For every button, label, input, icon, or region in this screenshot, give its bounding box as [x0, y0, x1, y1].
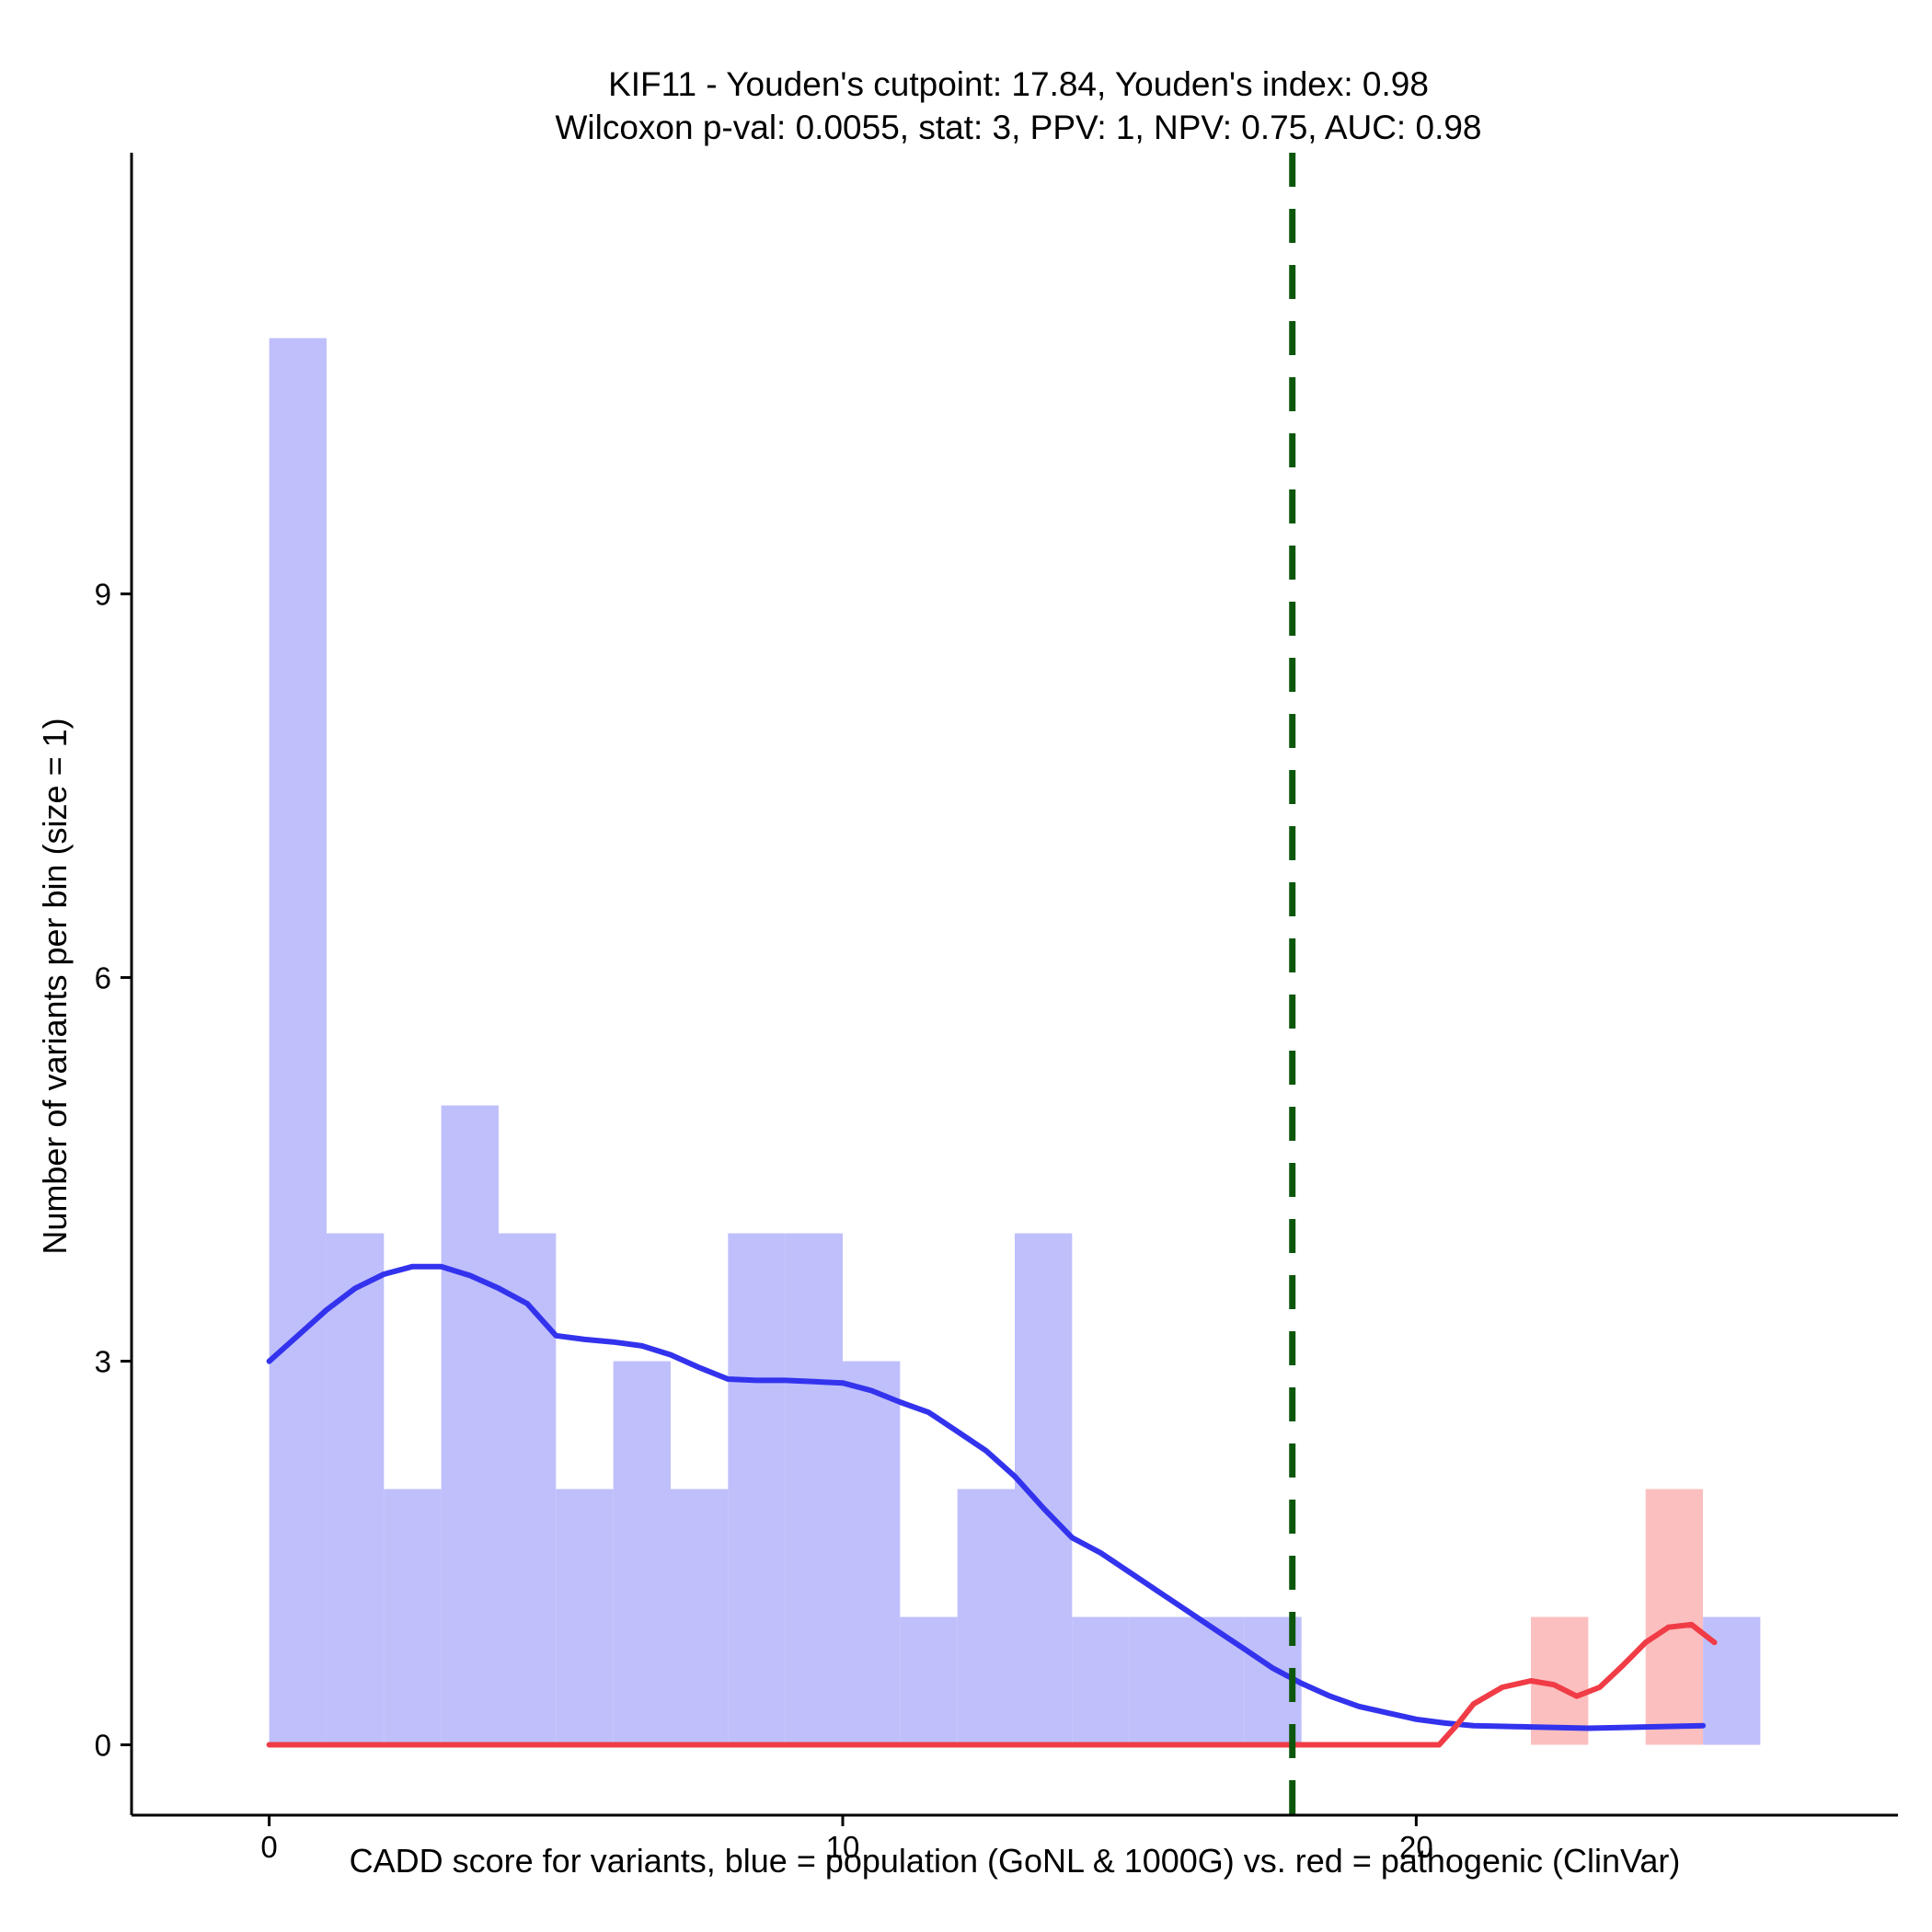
population-bar [842, 1361, 901, 1745]
population-bar [441, 1105, 499, 1745]
population-bar [1703, 1616, 1761, 1745]
population-bar [785, 1233, 843, 1745]
y-axis-ticks: 0 3 6 9 [95, 578, 132, 1763]
y-tick-label: 9 [95, 578, 111, 612]
y-tick-label: 3 [95, 1345, 111, 1379]
pathogenic-bars [1531, 1489, 1704, 1745]
population-bar [326, 1233, 385, 1745]
pathogenic-density-line [266, 1621, 1718, 1748]
population-bar [670, 1489, 729, 1745]
x-tick-label: 0 [260, 1830, 277, 1864]
population-bar [957, 1489, 1015, 1745]
x-tick-label: 20 [1399, 1830, 1433, 1864]
population-bar [1129, 1616, 1188, 1745]
population-bar [728, 1233, 786, 1745]
y-tick-label: 0 [95, 1729, 111, 1763]
x-axis-label: CADD score for variants, blue = populati… [350, 1842, 1681, 1880]
chart-title: KIF11 - Youden's cutpoint: 17.84, Youden… [608, 65, 1429, 103]
population-density-line [266, 1263, 1707, 1731]
density-curves [266, 1263, 1718, 1748]
population-bar [1072, 1616, 1130, 1745]
chart-subtitle: Wilcoxon p-val: 0.0055, stat: 3, PPV: 1,… [555, 109, 1481, 146]
population-bar [1187, 1616, 1245, 1745]
y-axis-label: Number of variants per bin (size = 1) [36, 718, 74, 1254]
population-bar [498, 1233, 557, 1745]
population-bars [269, 338, 1761, 1745]
population-bar [384, 1489, 442, 1745]
y-tick-label: 6 [95, 961, 111, 995]
x-axis-ticks: 0 10 20 [260, 1815, 1433, 1864]
population-bar [556, 1489, 614, 1745]
population-bar [613, 1361, 671, 1745]
population-bar [269, 338, 327, 1745]
population-bar [900, 1616, 958, 1745]
x-tick-label: 10 [826, 1830, 860, 1864]
pathogenic-bar [1645, 1489, 1704, 1745]
